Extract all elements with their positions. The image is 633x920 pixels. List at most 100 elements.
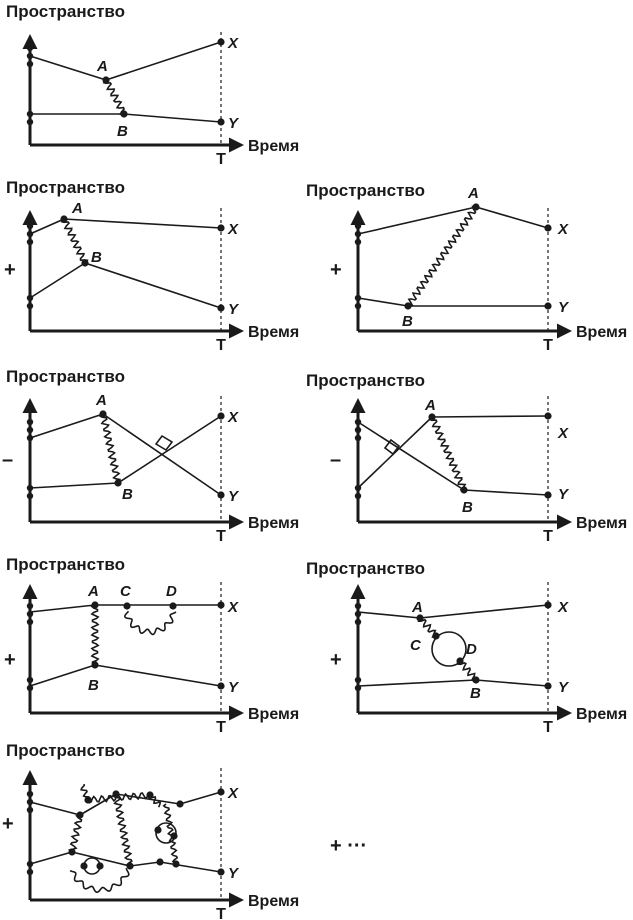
photon-wavy-line xyxy=(162,803,179,865)
space-axis-label: Пространство xyxy=(6,367,125,386)
worldline xyxy=(29,482,119,489)
space-axis-label: Пространство xyxy=(6,2,125,21)
worldline xyxy=(463,489,549,496)
point-label-a: A xyxy=(71,200,83,217)
source-dot xyxy=(26,302,34,310)
source-dot xyxy=(354,618,362,626)
minus-sign: – xyxy=(2,449,13,471)
source-dot xyxy=(26,222,34,230)
source-dot xyxy=(26,618,34,626)
source-dot xyxy=(26,238,34,246)
vertex-dot xyxy=(120,110,128,118)
t-label: T xyxy=(543,337,553,354)
crossing-marker xyxy=(383,438,401,456)
vertex-dot xyxy=(126,862,134,870)
point-label-x: X xyxy=(227,221,239,238)
point-label-a: A xyxy=(96,58,108,75)
vertex-dot xyxy=(114,479,122,487)
worldline xyxy=(29,664,96,687)
vertex-dot xyxy=(404,302,412,310)
vertex-dot xyxy=(472,676,480,684)
minus-sign: – xyxy=(330,449,341,471)
space-axis-label: Пространство xyxy=(6,178,125,197)
vertex-dot xyxy=(544,491,552,499)
source-dot xyxy=(26,676,34,684)
source-dot xyxy=(26,60,34,68)
point-label-a: A xyxy=(411,599,423,616)
worldline xyxy=(84,262,222,309)
vertex-dot xyxy=(544,224,552,232)
panel-2: Пространство T Время A B X Y + xyxy=(4,178,299,354)
vertex-dot xyxy=(460,486,468,494)
worldline xyxy=(29,262,86,299)
vertex-dot xyxy=(154,826,162,834)
space-axis-label: Пространство xyxy=(306,559,425,578)
panel-4: Пространство T Время A B X Y – xyxy=(2,367,299,545)
vertex-dot xyxy=(217,304,225,312)
photon-loop xyxy=(69,868,130,894)
photon-wavy-line xyxy=(457,660,477,682)
panel-6: Пространство T Время A C D B X Y + xyxy=(4,555,299,736)
vertex-dot xyxy=(217,491,225,499)
vertex-dot xyxy=(99,410,107,418)
vertex-dot xyxy=(156,858,164,866)
worldline xyxy=(63,218,222,229)
point-label-a: A xyxy=(467,185,479,202)
photon-wavy-line xyxy=(111,793,133,867)
vertex-dot xyxy=(432,632,440,640)
vertex-dot xyxy=(472,203,480,211)
source-dot xyxy=(26,790,34,798)
plus-sign: + xyxy=(330,259,342,281)
t-label: T xyxy=(543,528,553,545)
worldline xyxy=(357,297,409,307)
t-label: T xyxy=(216,337,226,354)
point-label-b: B xyxy=(117,123,128,140)
vertex-dot xyxy=(428,413,436,421)
vertex-dot xyxy=(80,862,88,870)
worldline xyxy=(179,791,222,805)
vertex-dot xyxy=(84,796,92,804)
point-label-x: X xyxy=(227,35,239,52)
vertex-dot xyxy=(217,38,225,46)
t-label: T xyxy=(216,528,226,545)
t-label: T xyxy=(216,719,226,736)
source-dot xyxy=(26,418,34,426)
point-label-y: Y xyxy=(558,679,570,696)
vertex-dot xyxy=(172,860,180,868)
panel-1: Пространство T Время A B X Y xyxy=(6,2,299,168)
worldline xyxy=(105,41,222,81)
source-dot xyxy=(354,602,362,610)
source-dot xyxy=(354,302,362,310)
worldline xyxy=(431,415,549,418)
photon-wavy-line xyxy=(90,604,100,666)
worldline xyxy=(29,851,73,865)
worldline xyxy=(71,851,131,867)
point-label-b: B xyxy=(470,685,481,702)
source-dot xyxy=(354,222,362,230)
vertex-dot xyxy=(68,848,76,856)
point-label-x: X xyxy=(557,425,569,442)
vertex-dot xyxy=(217,601,225,609)
point-label-a: A xyxy=(424,397,436,414)
vertex-dot xyxy=(217,412,225,420)
point-label-d: D xyxy=(166,583,177,600)
crossing-marker xyxy=(154,434,174,452)
point-label-b: B xyxy=(88,677,99,694)
vertex-dot xyxy=(146,791,154,799)
vertex-dot xyxy=(102,76,110,84)
photon-wavy-line xyxy=(102,79,126,115)
vertex-dot xyxy=(544,682,552,690)
worldline xyxy=(79,793,117,816)
vertex-dot xyxy=(96,862,104,870)
vertex-dot xyxy=(217,868,225,876)
source-dot xyxy=(26,684,34,692)
plus-sign: + xyxy=(4,259,16,281)
plus-sign: + xyxy=(2,813,14,835)
time-axis-label: Время xyxy=(248,515,299,532)
t-label: T xyxy=(543,719,553,736)
point-label-x: X xyxy=(227,785,239,802)
source-dot xyxy=(26,44,34,52)
source-dot xyxy=(354,434,362,442)
source-dot xyxy=(26,492,34,500)
